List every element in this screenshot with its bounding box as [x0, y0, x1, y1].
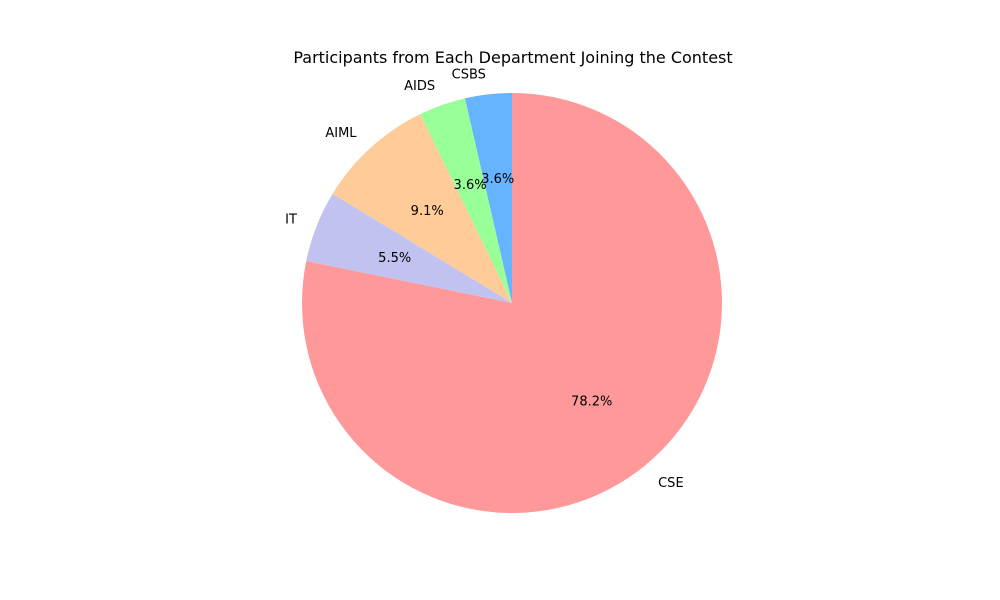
pie-slice-it	[306, 193, 512, 303]
slice-label-aiml: AIML	[325, 126, 357, 141]
slice-percent-it: 5.5%	[378, 251, 411, 266]
slice-percent-csbs: 3.6%	[481, 172, 514, 187]
labels-layer: CSBS 3.6% AIDS 3.6% AIML 9.1% IT 5.5% CSE 78.2%	[285, 67, 683, 490]
slice-label-aids: AIDS	[404, 79, 435, 94]
pie-slice-aids	[420, 98, 512, 303]
slice-percent-aids: 3.6%	[454, 178, 487, 193]
pie-slice-aiml	[332, 114, 512, 303]
chart-title: Participants from Each Department Joinin…	[293, 48, 732, 67]
slice-label-csbs: CSBS	[452, 67, 486, 82]
pie-slice-cse	[302, 93, 722, 513]
slices-layer	[302, 93, 722, 513]
slice-label-cse: CSE	[658, 476, 684, 491]
slice-percent-cse: 78.2%	[571, 395, 612, 410]
pie-slice-csbs	[464, 93, 512, 303]
slice-label-it: IT	[285, 213, 297, 228]
slice-percent-aiml: 9.1%	[411, 204, 444, 219]
